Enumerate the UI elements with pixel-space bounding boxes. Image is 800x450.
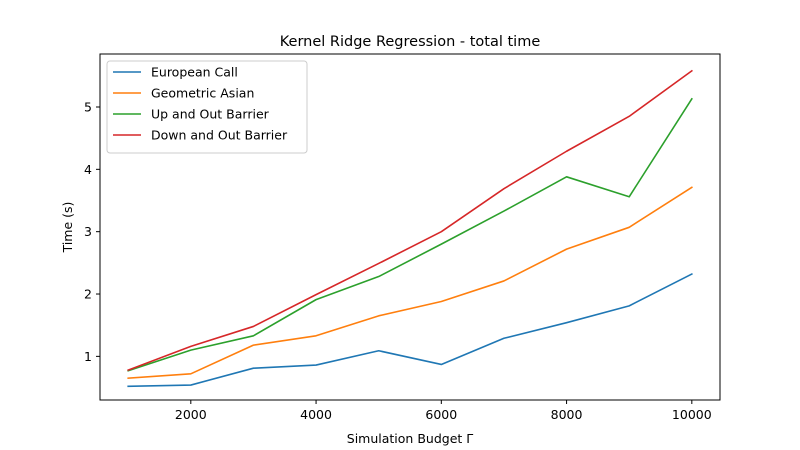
y-axis-label: Time (s) [60, 202, 75, 254]
y-tick-label: 5 [84, 99, 92, 114]
legend-label-3: Down and Out Barrier [151, 128, 288, 143]
legend-label-1: Geometric Asian [151, 86, 254, 101]
series-layer [127, 69, 693, 388]
legend: European Call Geometric Asian Up and Out B… [106, 60, 308, 154]
x-tick-label: 4000 [300, 407, 332, 422]
x-tick-label: 6000 [425, 407, 457, 422]
y-tick-label: 4 [84, 162, 92, 177]
series-line-2 [127, 97, 693, 372]
x-tick-label: 2000 [175, 407, 207, 422]
y-tick-label: 1 [84, 349, 92, 364]
plot-frame [99, 53, 721, 401]
legend-label-0: European Call [151, 65, 238, 80]
series-line-1 [127, 186, 693, 380]
x-axis-label: Simulation Budget Γ [347, 431, 473, 446]
y-tick-label: 2 [84, 287, 92, 302]
axes-layer [99, 53, 721, 401]
legend-label-2: Up and Out Barrier [151, 107, 270, 122]
x-ticks: 2000 4000 6000 8000 10000 [175, 400, 712, 422]
chart-title: Kernel Ridge Regression - total time [280, 34, 541, 50]
series-line-3 [127, 69, 693, 372]
series-line-0 [127, 272, 693, 388]
y-ticks: 1 2 3 4 5 [84, 99, 100, 364]
y-tick-label: 3 [84, 224, 92, 239]
legend-box [106, 60, 308, 154]
x-tick-label: 10000 [672, 407, 712, 422]
x-tick-label: 8000 [551, 407, 583, 422]
